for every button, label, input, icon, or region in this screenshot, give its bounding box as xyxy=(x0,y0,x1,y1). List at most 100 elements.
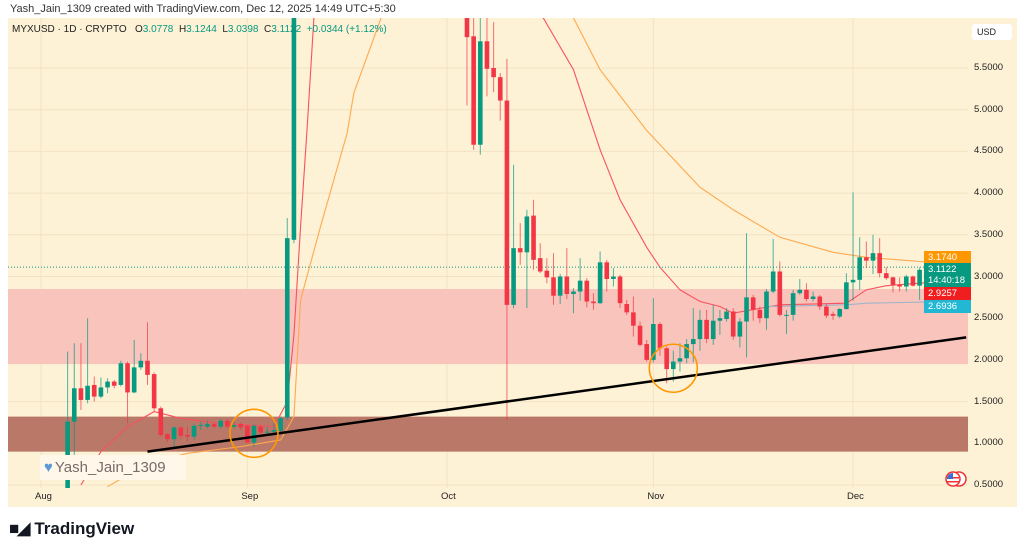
candle-body xyxy=(477,41,483,145)
candle-body xyxy=(551,277,556,296)
candle-body xyxy=(185,434,190,437)
ma-fast-price-label: 2.9257 xyxy=(924,287,971,300)
candle-body xyxy=(617,276,623,304)
price-tick: 2.5000 xyxy=(974,312,1004,324)
support-zone xyxy=(8,416,968,452)
candle-body xyxy=(837,309,843,317)
candle-body xyxy=(764,291,769,319)
candle-body xyxy=(111,381,117,386)
candle-body xyxy=(231,424,237,427)
price-tick: 5.5000 xyxy=(974,62,1004,73)
candle-body xyxy=(804,289,809,300)
candle-body xyxy=(884,273,889,279)
high-label: H xyxy=(178,24,187,35)
candle-body xyxy=(770,271,776,292)
candle-body xyxy=(910,276,916,286)
close-value: 3.1122 xyxy=(271,24,302,35)
price-tick: 1.5000 xyxy=(974,395,1004,407)
candle-body xyxy=(205,424,210,427)
candle-body xyxy=(824,306,829,316)
candle-body xyxy=(504,100,510,305)
ma-slow-line xyxy=(107,18,927,488)
candle-body xyxy=(265,431,270,433)
candle-body xyxy=(258,426,263,433)
candles xyxy=(65,18,929,488)
candle-body xyxy=(138,360,144,368)
candle-body xyxy=(178,427,184,436)
candle-body xyxy=(131,367,137,393)
price-tick: 2.0000 xyxy=(974,353,1004,365)
time-tick: Sep xyxy=(241,491,259,502)
symbol-legend: MYXUSD · 1D · CRYPTO O3.0778 H3.1244 L3.… xyxy=(12,24,387,35)
candle-body xyxy=(537,258,543,272)
currency-button[interactable]: USD xyxy=(972,24,1012,40)
candle-body xyxy=(817,296,823,307)
candle-body xyxy=(557,276,563,296)
tradingview-logo[interactable]: ■◢ TradingView xyxy=(9,519,134,539)
candle-body xyxy=(777,271,783,315)
candle-body xyxy=(238,424,243,428)
time-tick: Oct xyxy=(441,491,456,502)
candle-body xyxy=(877,253,882,274)
candle-body xyxy=(717,318,723,321)
candle-body xyxy=(890,277,896,285)
candle-body xyxy=(651,324,656,360)
low-value: 3.0398 xyxy=(227,24,259,35)
candle-body xyxy=(291,18,297,240)
candle-body xyxy=(171,427,177,440)
candle-body xyxy=(544,270,550,278)
candle-body xyxy=(697,319,703,340)
candle-body xyxy=(850,279,856,283)
candle-body xyxy=(844,282,849,310)
high-value: 3.1244 xyxy=(186,24,217,35)
ma-slow-price-label: 3.1740 xyxy=(924,251,971,264)
brand-name: TradingView xyxy=(34,519,135,538)
candle-body xyxy=(757,309,763,319)
price-tick: 3.0000 xyxy=(974,270,1004,282)
candle-body xyxy=(571,291,576,295)
chart-credit: Yash_Jain_1309 created with TradingView.… xyxy=(10,3,396,15)
candle-body xyxy=(218,420,224,427)
candle-body xyxy=(644,344,649,360)
ma-third-line xyxy=(766,301,927,308)
candle-body xyxy=(497,77,503,101)
us-flag-icon[interactable] xyxy=(945,471,967,487)
price-tick: 5.0000 xyxy=(974,103,1004,115)
candle-body xyxy=(737,321,743,337)
candle-body xyxy=(611,276,616,280)
candle-body xyxy=(151,374,157,409)
trendline xyxy=(147,336,967,453)
candle-body xyxy=(71,388,77,422)
candle-body xyxy=(531,215,536,260)
bar-countdown: 14:40:18 xyxy=(928,275,965,286)
candle-body xyxy=(471,36,476,145)
candle-body xyxy=(897,284,902,287)
time-tick: Dec xyxy=(847,491,864,502)
tradingview-mark-icon: ■◢ xyxy=(9,519,30,538)
candle-body xyxy=(704,319,709,340)
candle-body xyxy=(118,363,124,385)
zones xyxy=(8,289,968,452)
candle-body xyxy=(797,289,803,294)
candle-body xyxy=(145,360,150,375)
ma-third-price-label: 2.6936 xyxy=(924,300,971,313)
candle-body xyxy=(524,216,530,253)
candle-body xyxy=(125,363,130,393)
symbol-info: MYXUSD · 1D · CRYPTO xyxy=(12,24,127,35)
candle-body xyxy=(225,420,230,427)
candle-body xyxy=(684,344,689,359)
drawings[interactable] xyxy=(147,336,967,459)
candle-body xyxy=(91,384,97,397)
candle-body xyxy=(98,387,104,397)
candle-body xyxy=(165,434,170,440)
author-signature: ♥ Yash_Jain_1309 xyxy=(40,455,186,480)
candle-body xyxy=(577,280,583,292)
price-tick: 3.5000 xyxy=(974,228,1004,240)
price-tick: 4.0000 xyxy=(974,187,1004,199)
candle-body xyxy=(211,424,217,427)
candle-body xyxy=(597,262,603,304)
candle-body xyxy=(198,424,204,426)
candle-body xyxy=(750,297,756,310)
candle-body xyxy=(271,429,277,432)
